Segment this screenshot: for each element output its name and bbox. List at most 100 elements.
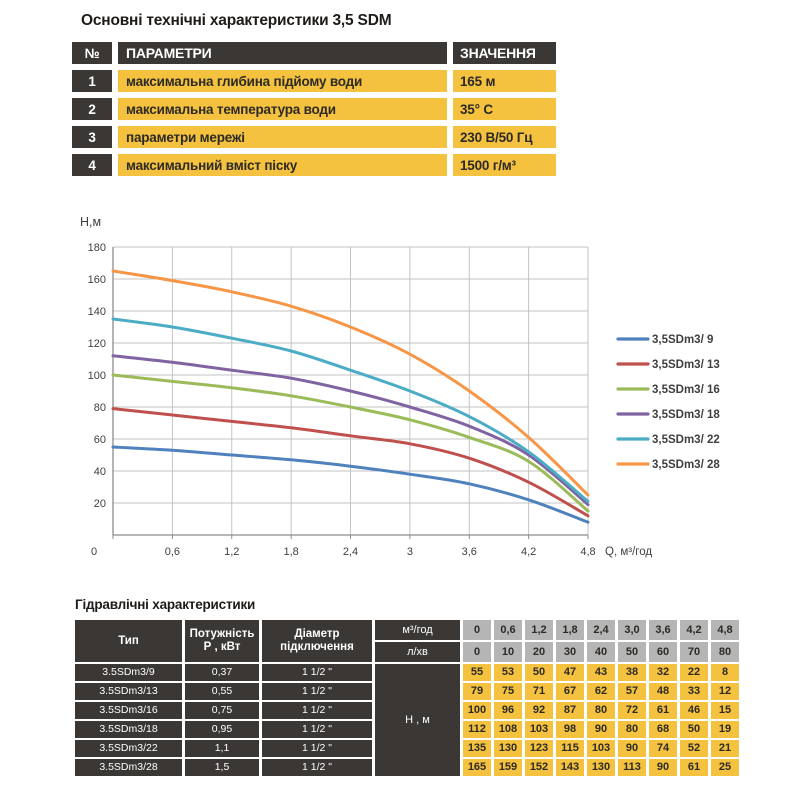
hydro-row-diameter: 1 1/2 " — [262, 683, 372, 700]
y-tick-label: 40 — [94, 466, 106, 478]
spec-table-header-row: № ПАРАМЕТРИ ЗНАЧЕННЯ — [72, 42, 556, 64]
flow-lmin-value: 20 — [525, 642, 553, 662]
hydro-row-head-value: 62 — [587, 683, 615, 700]
hydro-row-head-value: 108 — [494, 721, 522, 738]
series-line-2 — [111, 373, 590, 513]
hydro-row-head-value: 50 — [680, 721, 708, 738]
hydro-row-head-value: 80 — [618, 721, 646, 738]
hydro-header-power: Потужність Р , кВт — [185, 620, 259, 662]
spec-table-row: 1 максимальна глибина підйому води 165 м — [72, 70, 556, 92]
series-line-0 — [111, 445, 590, 524]
spec-row-number: 3 — [72, 126, 112, 148]
y-tick-label: 60 — [94, 434, 106, 446]
hydro-row-head-value: 21 — [711, 740, 739, 757]
hydro-row-head-value: 135 — [463, 740, 491, 757]
hydro-row-diameter: 1 1/2 " — [262, 740, 372, 757]
hydro-row-type: 3.5SDm3/13 — [75, 683, 182, 700]
y-tick-label: 20 — [94, 498, 106, 510]
y-tick-label: 140 — [88, 306, 106, 318]
flow-m3-value: 3,6 — [649, 620, 677, 640]
hydro-row-head-value: 79 — [463, 683, 491, 700]
y-tick-label: 120 — [88, 338, 106, 350]
spec-row-value: 35° С — [453, 98, 556, 120]
hydro-row-head-value: 130 — [494, 740, 522, 757]
spec-row-parameter: максимальний вміст піску — [118, 154, 447, 176]
series-line-5 — [111, 269, 590, 497]
hydro-row-diameter: 1 1/2 " — [262, 759, 372, 776]
hydro-row-head-value: 46 — [680, 702, 708, 719]
spec-row-number: 1 — [72, 70, 112, 92]
flow-m3-value: 4,2 — [680, 620, 708, 640]
hydro-header-diameter: Діаметр підключення — [262, 620, 372, 662]
hydro-row-power: 0,37 — [185, 664, 259, 681]
spec-row-value: 230 В/50 Гц — [453, 126, 556, 148]
x-tick-label: 2,4 — [343, 546, 358, 558]
spec-table-row: 2 максимальна температура води 35° С — [72, 98, 556, 120]
chart-canvas: 0 0,6 1,2 1,8 2,4 3 3,6 4,2 4,8 20 40 60 80 100 120 140… — [80, 215, 720, 558]
legend-label: 3,5SDm3/ 22 — [652, 434, 720, 446]
x-tick-label: 1,2 — [224, 546, 239, 558]
hydro-row-head-value: 159 — [494, 759, 522, 776]
hydro-row-head-value: 113 — [618, 759, 646, 776]
spec-row-parameter: максимальна глибина підйому води — [118, 70, 447, 92]
hydro-row-diameter: 1 1/2 " — [262, 702, 372, 719]
hydro-header-power-line2: Р , кВт — [203, 641, 241, 653]
legend-label: 3,5SDm3/ 9 — [652, 334, 713, 346]
hydraulics-title: Гідравлічні характеристики — [75, 597, 256, 612]
spec-row-value: 1500 г/м³ — [453, 154, 556, 176]
flow-m3-value: 2,4 — [587, 620, 615, 640]
hydro-row-head-value: 52 — [680, 740, 708, 757]
hydro-row-head-value: 33 — [680, 683, 708, 700]
flow-m3-value: 4,8 — [711, 620, 739, 640]
hydro-row-head-value: 92 — [525, 702, 553, 719]
hydro-row-head-value: 143 — [556, 759, 584, 776]
hydro-row-head-value: 48 — [649, 683, 677, 700]
hydro-row-head-value: 53 — [494, 664, 522, 681]
hydro-row-head-value: 96 — [494, 702, 522, 719]
flow-lmin-value: 60 — [649, 642, 677, 662]
hydro-row-head-value: 152 — [525, 759, 553, 776]
hydro-row-diameter: 1 1/2 " — [262, 664, 372, 681]
hydro-row-head-value: 80 — [587, 702, 615, 719]
hydro-header-flow-lmin: л/хв — [375, 642, 460, 662]
hydro-row-head-value: 12 — [711, 683, 739, 700]
legend-label: 3,5SDm3/ 28 — [652, 459, 720, 471]
hydro-row-power: 0,95 — [185, 721, 259, 738]
flow-lmin-value: 80 — [711, 642, 739, 662]
x-tick-label: 3 — [407, 546, 413, 558]
hydro-row-type: 3.5SDm3/16 — [75, 702, 182, 719]
y-axis-title: Н,м — [80, 215, 101, 229]
x-tick-label: 4,8 — [580, 546, 595, 558]
spec-table-row: 4 максимальний вміст піску 1500 г/м³ — [72, 154, 556, 176]
hydro-row-power: 1,1 — [185, 740, 259, 757]
flow-lmin-value: 70 — [680, 642, 708, 662]
flow-m3-value: 1,2 — [525, 620, 553, 640]
spec-row-parameter: максимальна температура води — [118, 98, 447, 120]
hydro-row-head-value: 123 — [525, 740, 553, 757]
hydro-row-head-value: 74 — [649, 740, 677, 757]
spec-row-parameter: параметри мережі — [118, 126, 447, 148]
hydro-row-head-value: 90 — [618, 740, 646, 757]
hydro-row-head-value: 43 — [587, 664, 615, 681]
x-axis-title: Q, м³/год — [605, 546, 652, 558]
y-tick-label: 160 — [88, 274, 106, 286]
hydro-row-head-value: 100 — [463, 702, 491, 719]
hydro-row-type: 3.5SDm3/28 — [75, 759, 182, 776]
spec-header-value: ЗНАЧЕННЯ — [453, 42, 556, 64]
hydro-row-head-value: 112 — [463, 721, 491, 738]
y-tick-label: 80 — [94, 402, 106, 414]
hydro-row-head-value: 47 — [556, 664, 584, 681]
x-tick-label: 0 — [91, 546, 97, 558]
flow-m3-value: 3,0 — [618, 620, 646, 640]
hydro-row-head-value: 25 — [711, 759, 739, 776]
hydro-row-head-value: 50 — [525, 664, 553, 681]
hydro-row-head-value: 71 — [525, 683, 553, 700]
hydro-row-head-value: 130 — [587, 759, 615, 776]
hydro-row-head-value: 55 — [463, 664, 491, 681]
hydro-row-head-value: 8 — [711, 664, 739, 681]
hydro-row-head-value: 57 — [618, 683, 646, 700]
hydro-row-head-value: 68 — [649, 721, 677, 738]
hydro-row-head-value: 103 — [525, 721, 553, 738]
hydro-head-unit-label: Н , м — [375, 664, 460, 776]
series-line-1 — [111, 407, 590, 518]
